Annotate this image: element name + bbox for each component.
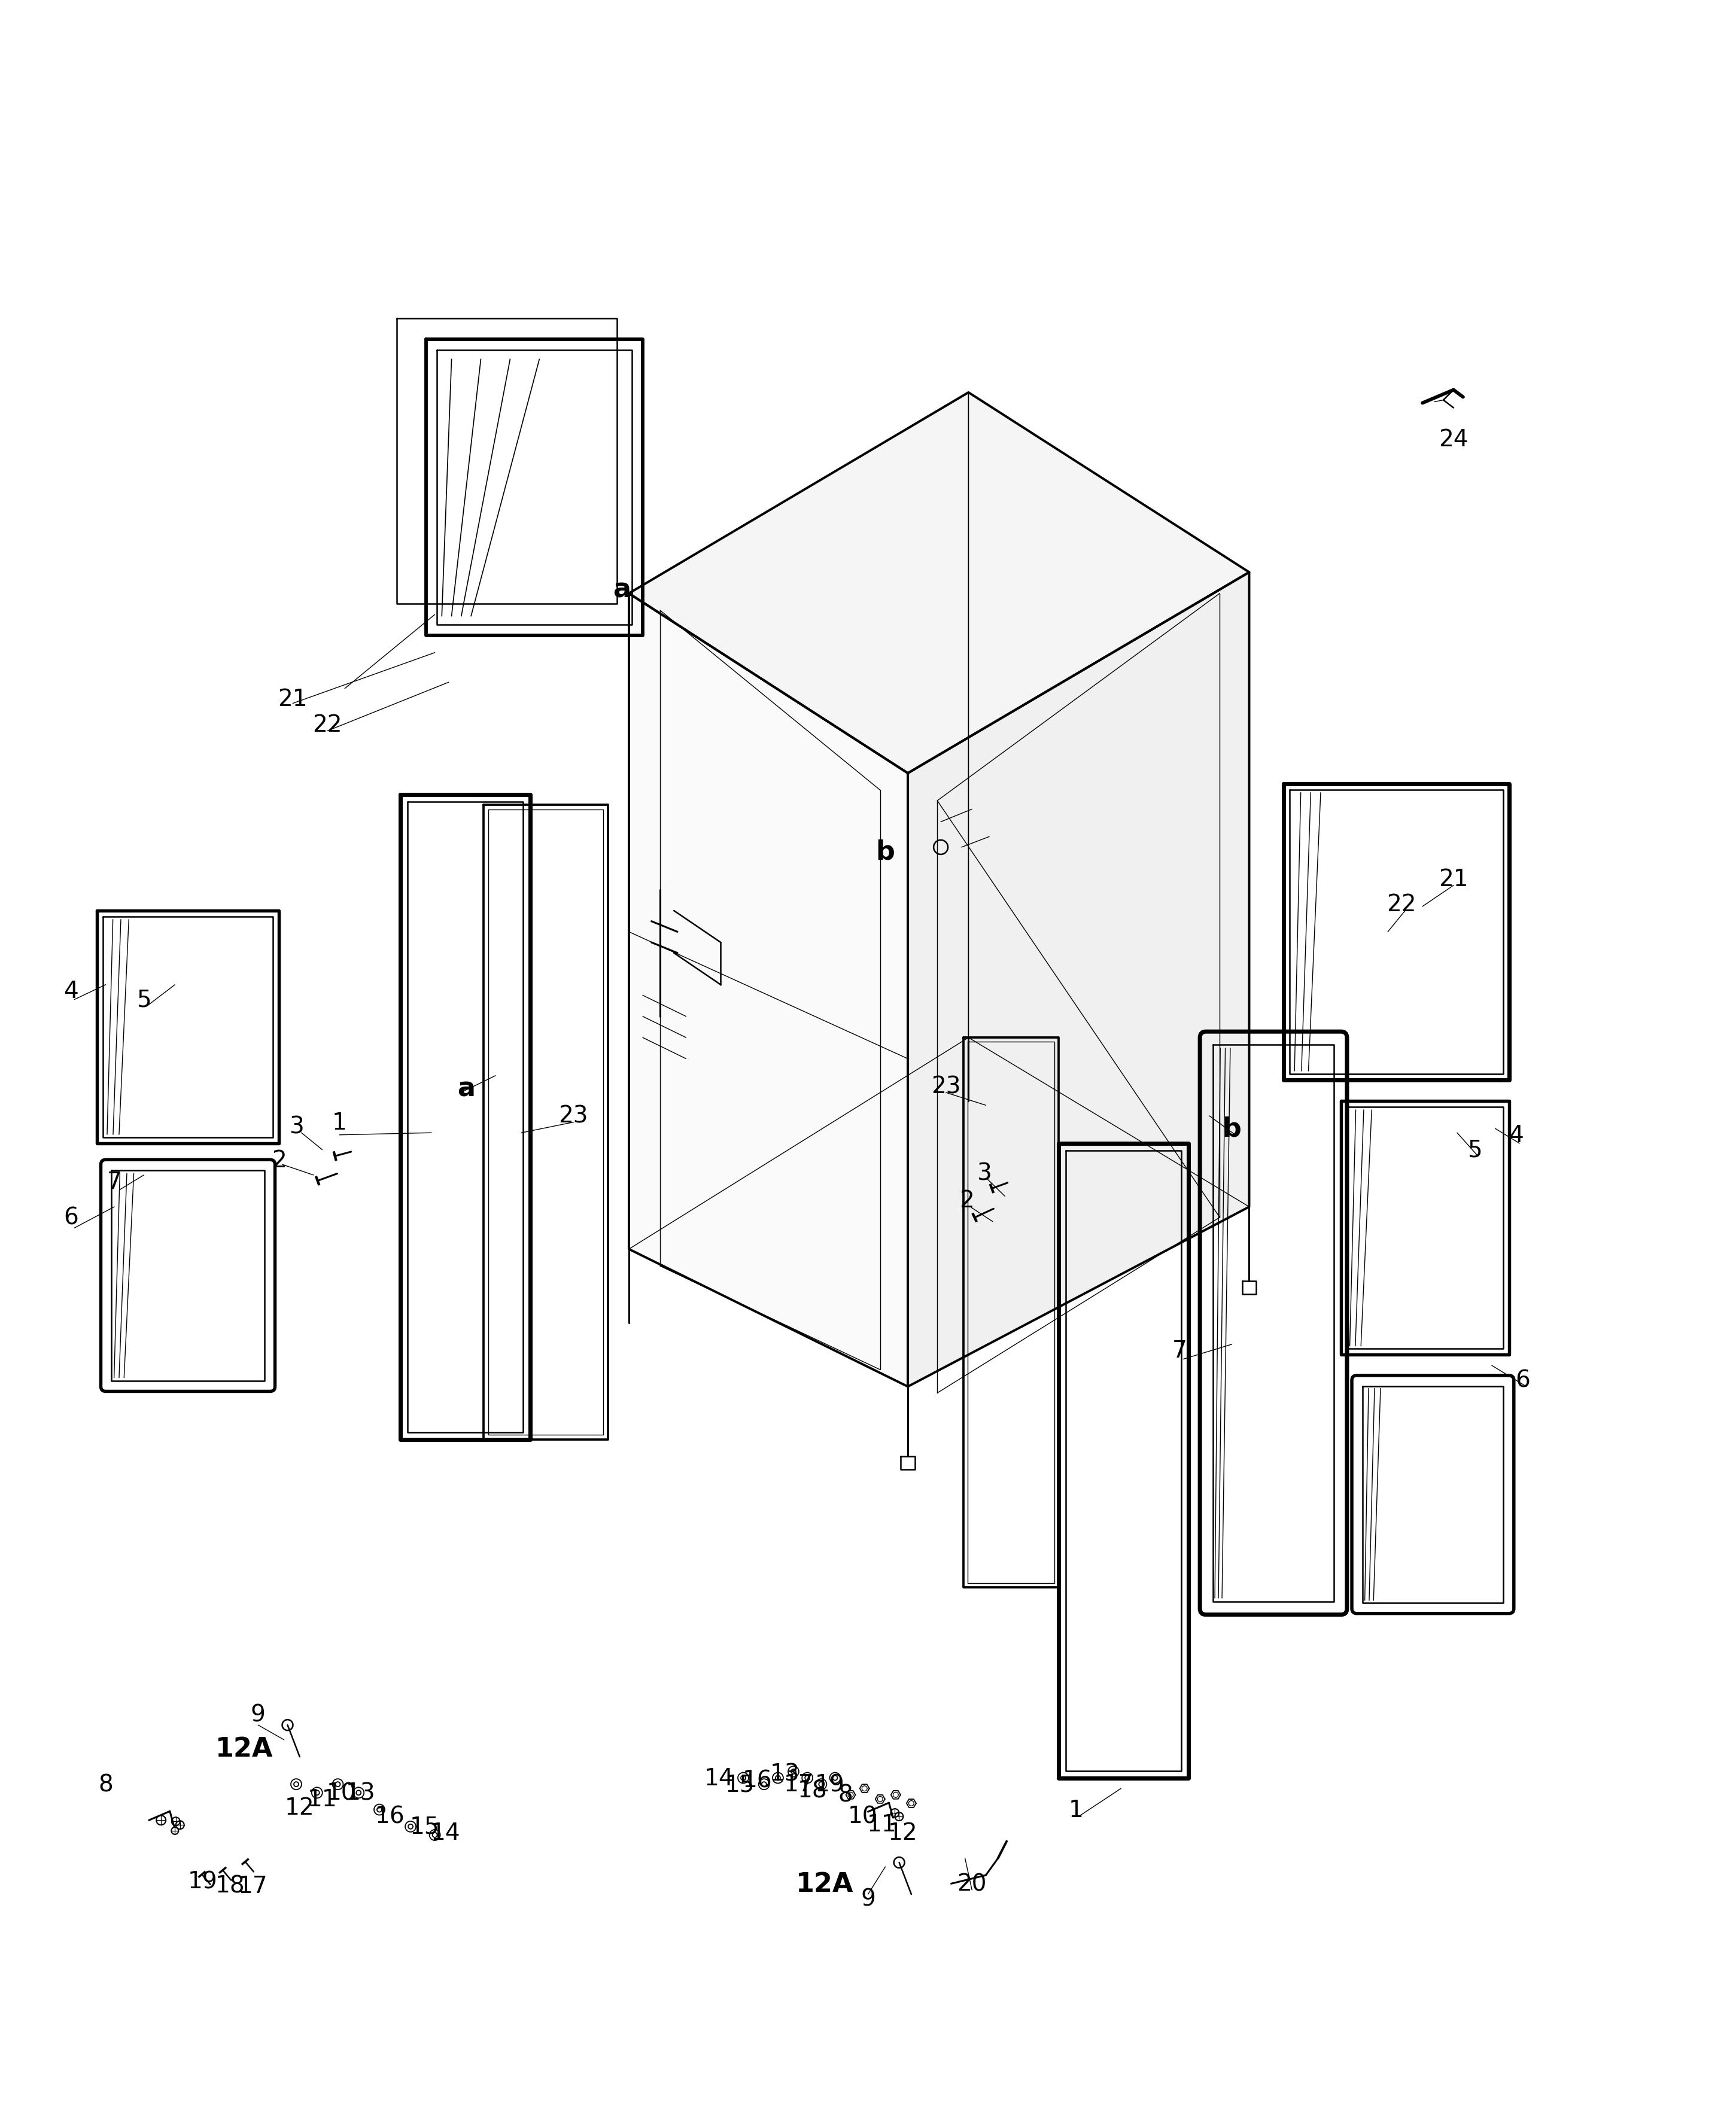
Text: 3: 3 xyxy=(977,1163,991,1184)
Text: 14: 14 xyxy=(705,1766,734,1790)
Text: 19: 19 xyxy=(187,1870,217,1893)
Text: 10: 10 xyxy=(326,1781,356,1805)
Text: 23: 23 xyxy=(930,1076,960,1097)
Text: 12: 12 xyxy=(887,1821,918,1845)
Text: 24: 24 xyxy=(1439,428,1469,451)
Text: 10: 10 xyxy=(847,1805,878,1828)
Text: 2: 2 xyxy=(271,1150,286,1171)
Text: b: b xyxy=(1222,1116,1241,1142)
Text: 12A: 12A xyxy=(795,1870,854,1896)
Text: a: a xyxy=(613,576,630,602)
Text: 8: 8 xyxy=(838,1783,852,1807)
Polygon shape xyxy=(908,572,1250,1387)
Text: 11: 11 xyxy=(866,1813,898,1836)
Text: b: b xyxy=(875,839,894,864)
Text: 15: 15 xyxy=(410,1815,439,1838)
Text: 7: 7 xyxy=(108,1171,122,1192)
Text: 11: 11 xyxy=(307,1788,337,1811)
Text: 16: 16 xyxy=(743,1769,773,1792)
Text: 22: 22 xyxy=(1387,894,1417,915)
Text: a: a xyxy=(457,1076,476,1101)
Text: 4: 4 xyxy=(64,981,78,1002)
Text: 19: 19 xyxy=(814,1773,845,1796)
Text: 16: 16 xyxy=(375,1805,404,1828)
Text: 23: 23 xyxy=(559,1106,589,1127)
Text: 13: 13 xyxy=(771,1762,800,1785)
Text: 14: 14 xyxy=(431,1821,460,1845)
Text: 15: 15 xyxy=(726,1773,755,1796)
Text: 17: 17 xyxy=(238,1874,267,1898)
Text: 6: 6 xyxy=(64,1207,78,1228)
Text: 6: 6 xyxy=(1516,1368,1531,1392)
Text: 18: 18 xyxy=(799,1779,828,1802)
Text: 1: 1 xyxy=(1068,1798,1083,1821)
Text: 2: 2 xyxy=(960,1190,974,1211)
Text: 17: 17 xyxy=(785,1773,814,1796)
Polygon shape xyxy=(628,593,908,1387)
Text: 7: 7 xyxy=(1172,1339,1187,1362)
Text: 21: 21 xyxy=(1439,868,1469,890)
Text: 1: 1 xyxy=(332,1112,347,1133)
Text: 9: 9 xyxy=(250,1703,266,1726)
Text: 18: 18 xyxy=(215,1874,245,1898)
Text: 4: 4 xyxy=(1509,1125,1524,1146)
Text: 22: 22 xyxy=(312,714,342,737)
Text: 12A: 12A xyxy=(215,1735,273,1762)
Text: 8: 8 xyxy=(99,1773,113,1796)
Text: 9: 9 xyxy=(861,1887,875,1910)
Text: 3: 3 xyxy=(288,1116,304,1137)
Polygon shape xyxy=(628,392,1250,773)
Text: 13: 13 xyxy=(345,1781,375,1805)
Text: 20: 20 xyxy=(957,1872,986,1896)
Text: 5: 5 xyxy=(137,989,151,1010)
Text: 21: 21 xyxy=(278,688,307,712)
Text: 12: 12 xyxy=(285,1796,314,1819)
Text: 5: 5 xyxy=(1467,1139,1483,1161)
